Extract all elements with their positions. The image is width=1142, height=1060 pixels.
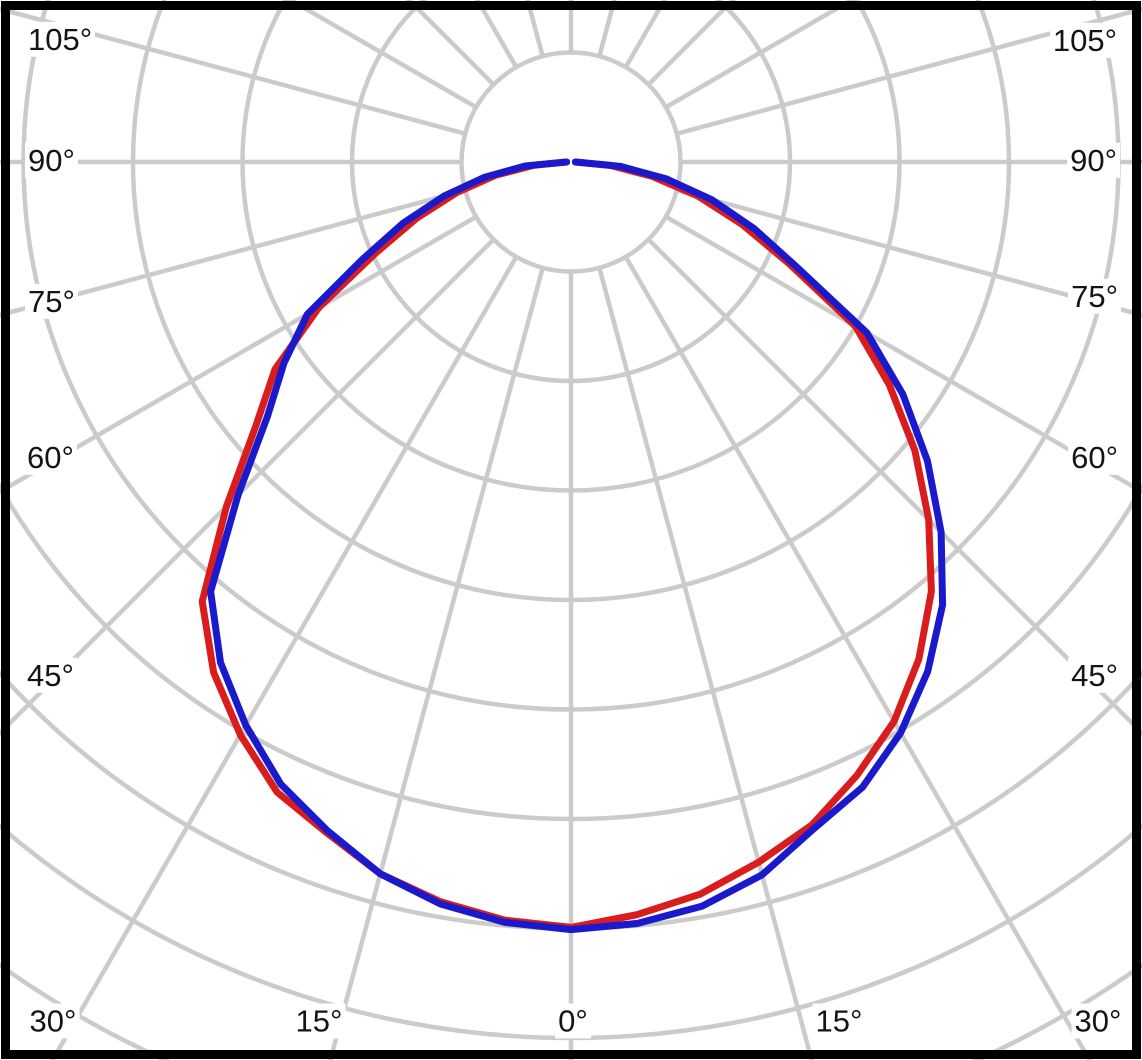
grid-ray (49, 255, 519, 1060)
angle-label-right-75: 75° (1068, 278, 1121, 314)
grid-ray (676, 6, 1142, 136)
angle-label-bottom-15: 15° (292, 1003, 346, 1039)
grid-ray (597, 267, 814, 1060)
grid-ray (0, 214, 478, 495)
angle-label-right-90: 90° (1067, 142, 1120, 178)
angle-label-right-60: 60° (1068, 439, 1121, 475)
angle-label-bottom-15: 15° (812, 1003, 866, 1039)
angle-label-bottom-0: 0° (555, 1003, 591, 1039)
grid-ray (623, 255, 1093, 1060)
grid-ray (646, 237, 1142, 737)
angle-label-right-105: 105° (1049, 22, 1120, 58)
grid-ray (676, 188, 1142, 318)
grid-ray (0, 188, 466, 318)
grid-ray (0, 237, 496, 737)
angle-label-left-60: 60° (24, 439, 77, 475)
angle-label-left-90: 90° (25, 142, 78, 178)
angle-label-bottom-30: 30° (1071, 1003, 1125, 1039)
angle-label-left-75: 75° (25, 283, 78, 319)
angle-label-bottom-30: 30° (26, 1003, 80, 1039)
angle-label-right-45: 45° (1068, 657, 1121, 693)
angle-label-left-105: 105° (25, 21, 96, 57)
grid-ray (328, 267, 545, 1060)
grid-ray (0, 6, 466, 136)
blue-curve (207, 158, 947, 934)
angle-label-left-45: 45° (24, 657, 77, 693)
